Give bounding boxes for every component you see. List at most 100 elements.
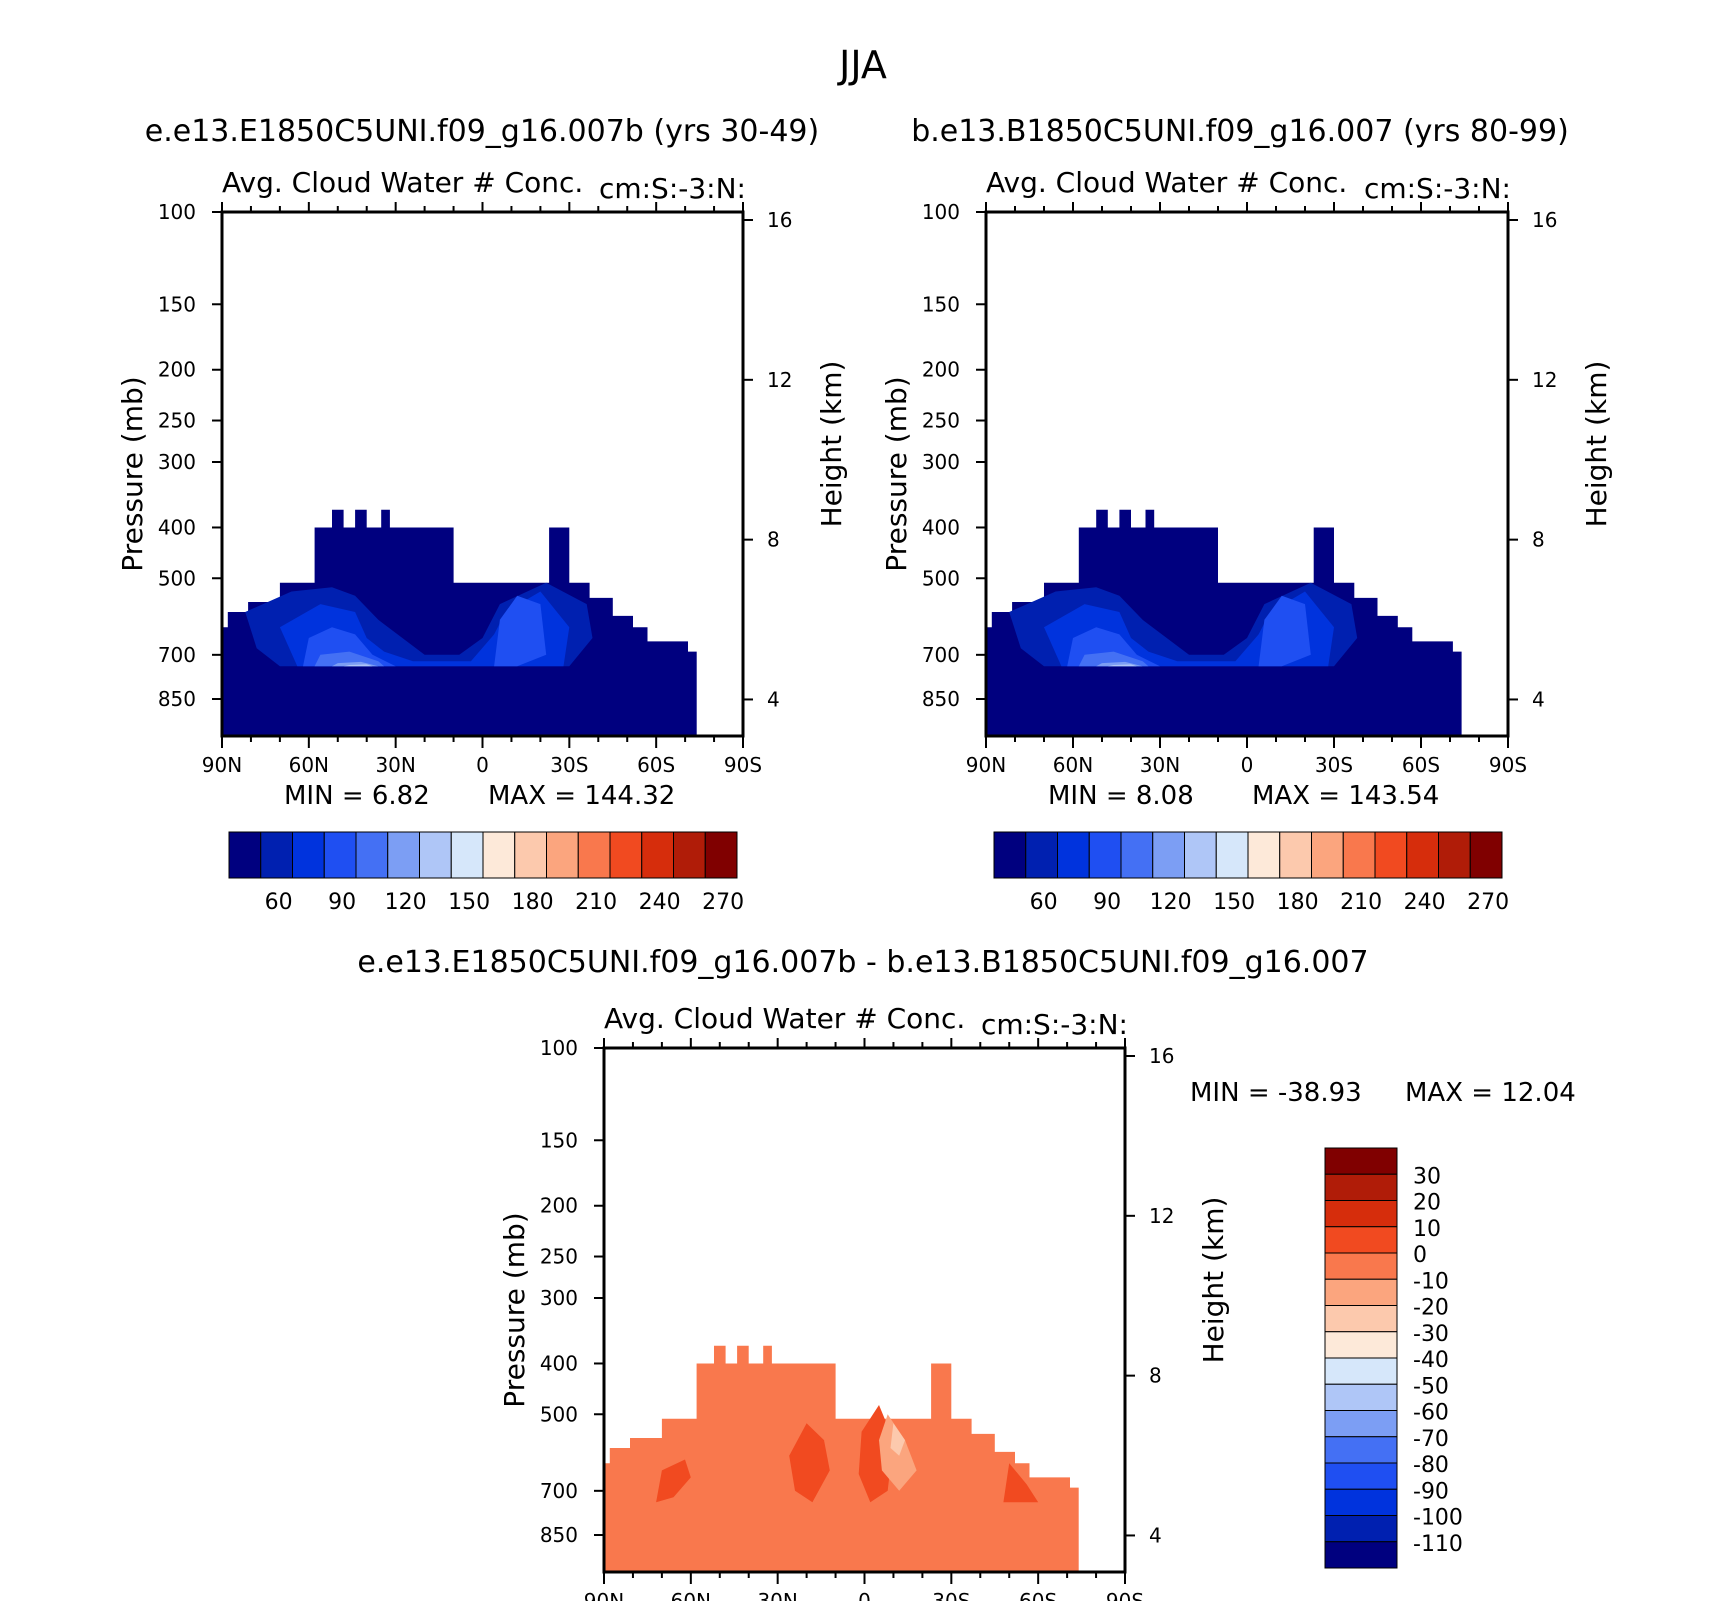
right-colorbar-box bbox=[1438, 831, 1471, 879]
left-field-region bbox=[343, 664, 373, 667]
left-colorbar-box bbox=[450, 831, 484, 879]
diff-units: cm:S:-3:N: bbox=[981, 1008, 1128, 1041]
right-colorbar-label: 270 bbox=[1467, 890, 1509, 915]
right-y2tick-label: 12 bbox=[1532, 368, 1557, 392]
left-colorbar-label: 90 bbox=[328, 890, 356, 915]
diff-ytick-label: 150 bbox=[540, 1128, 578, 1152]
diff-ylabel: Pressure (mb) bbox=[498, 1212, 531, 1407]
left-ytick-label: 100 bbox=[158, 200, 196, 224]
left-colorbar-box bbox=[355, 831, 389, 879]
left-ytick-label: 200 bbox=[158, 358, 196, 382]
left-y2tick-label: 4 bbox=[767, 687, 780, 711]
diff-colorbar-box bbox=[1324, 1383, 1398, 1411]
diff-ytick-label: 300 bbox=[540, 1286, 578, 1310]
right-colorbar-box bbox=[1469, 831, 1503, 879]
right-y2tick-label: 16 bbox=[1532, 208, 1557, 232]
diff-title: Avg. Cloud Water # Conc. bbox=[604, 1002, 965, 1035]
right-colorbar-label: 150 bbox=[1213, 890, 1255, 915]
left-colorbar-label: 60 bbox=[265, 890, 293, 915]
left-ytick-label: 300 bbox=[158, 450, 196, 474]
diff-colorbar-box bbox=[1324, 1331, 1398, 1359]
right-colorbar-box bbox=[1088, 831, 1122, 879]
left-y2tick-label: 16 bbox=[767, 208, 792, 232]
right-field-base bbox=[986, 509, 1462, 736]
diff-colorbar-label: -50 bbox=[1413, 1374, 1449, 1399]
diff-ytick-label: 500 bbox=[540, 1402, 578, 1426]
right-colorbar-label: 90 bbox=[1093, 890, 1121, 915]
right-colorbar-label: 240 bbox=[1404, 890, 1446, 915]
right-colorbar-box bbox=[1406, 831, 1439, 879]
diff-colorbar-box bbox=[1324, 1488, 1398, 1516]
diff-xtick-label: 60N bbox=[671, 1589, 711, 1601]
diff-xtick-label: 30N bbox=[757, 1589, 797, 1601]
diff-colorbar-box bbox=[1324, 1541, 1398, 1569]
left-colorbar-box bbox=[387, 831, 420, 879]
left-colorbar-box bbox=[482, 831, 516, 879]
diff-colorbar-box bbox=[1324, 1147, 1398, 1175]
diff-field-region bbox=[656, 1459, 691, 1503]
diff-xtick-label: 90N bbox=[584, 1589, 624, 1601]
diff-y2tick-label: 12 bbox=[1149, 1204, 1174, 1228]
diff-colorbar-label: -30 bbox=[1413, 1322, 1449, 1347]
left-colorbar-box bbox=[673, 831, 706, 879]
left-ytick-label: 250 bbox=[158, 409, 196, 433]
right-field-region bbox=[1258, 595, 1311, 667]
diff-colorbar-box bbox=[1324, 1200, 1398, 1228]
diff-colorbar-label: 30 bbox=[1413, 1164, 1441, 1189]
left-colorbar-box bbox=[419, 831, 452, 879]
diff-colorbar-label: -40 bbox=[1413, 1348, 1449, 1373]
left-xtick-label: 60N bbox=[289, 753, 329, 777]
diff-colorbar-label: -90 bbox=[1413, 1479, 1449, 1504]
left-ytick-label: 850 bbox=[158, 687, 196, 711]
left-colorbar-box bbox=[704, 831, 738, 879]
left-colorbar-label: 240 bbox=[639, 890, 681, 915]
diff-y2tick-label: 4 bbox=[1149, 1523, 1162, 1547]
left-colorbar-label: 180 bbox=[512, 890, 554, 915]
left-colorbar-label: 150 bbox=[448, 890, 490, 915]
left-units: cm:S:-3:N: bbox=[599, 172, 746, 205]
right-y2label: Height (km) bbox=[1580, 361, 1613, 528]
right-xtick-label: 30N bbox=[1140, 753, 1180, 777]
left-colorbar-box bbox=[260, 831, 293, 879]
left-y2label: Height (km) bbox=[815, 361, 848, 528]
diff-colorbar-label: -100 bbox=[1413, 1506, 1463, 1531]
right-xtick-label: 30S bbox=[1315, 753, 1353, 777]
diff-xtick-label: 60S bbox=[1019, 1589, 1057, 1601]
right-colorbar-label: 60 bbox=[1030, 890, 1058, 915]
right-xtick-label: 90S bbox=[1489, 753, 1527, 777]
diff-colorbar-box bbox=[1324, 1278, 1398, 1306]
diff-colorbar-box bbox=[1324, 1436, 1398, 1464]
right-colorbar-box bbox=[1184, 831, 1217, 879]
diff-colorbar-box bbox=[1324, 1410, 1398, 1438]
diff-y2tick-label: 16 bbox=[1149, 1044, 1174, 1068]
right-colorbar-box bbox=[1279, 831, 1312, 879]
right-xtick-label: 90N bbox=[966, 753, 1006, 777]
diff-field-region bbox=[1003, 1463, 1039, 1503]
left-xtick-label: 60S bbox=[637, 753, 675, 777]
right-ytick-label: 150 bbox=[922, 292, 960, 316]
left-xtick-label: 0 bbox=[476, 753, 489, 777]
right-xtick-label: 0 bbox=[1241, 753, 1254, 777]
left-max-label: MAX = 144.32 bbox=[488, 781, 675, 811]
left-xtick-label: 30S bbox=[550, 753, 588, 777]
right-colorbar-box bbox=[1152, 831, 1185, 879]
left-field-base bbox=[222, 509, 697, 736]
diff-y2label: Height (km) bbox=[1197, 1197, 1230, 1364]
diff-field-region bbox=[789, 1423, 830, 1503]
right-colorbar-label: 210 bbox=[1340, 890, 1382, 915]
right-ytick-label: 300 bbox=[922, 450, 960, 474]
left-ytick-label: 150 bbox=[158, 292, 196, 316]
right-colorbar-label: 180 bbox=[1277, 890, 1319, 915]
diff-colorbar-label: 10 bbox=[1413, 1217, 1441, 1242]
diff-xtick-label: 30S bbox=[932, 1589, 970, 1601]
diff-colorbar-box bbox=[1324, 1252, 1398, 1280]
diff-ytick-label: 850 bbox=[540, 1523, 578, 1547]
diff-y2tick-label: 8 bbox=[1149, 1364, 1162, 1388]
left-xtick-label: 30N bbox=[375, 753, 415, 777]
right-y2tick-label: 4 bbox=[1532, 687, 1545, 711]
right-ylabel: Pressure (mb) bbox=[880, 376, 913, 571]
right-ytick-label: 850 bbox=[922, 687, 960, 711]
left-colorbar-box bbox=[546, 831, 579, 879]
right-colorbar-box bbox=[993, 831, 1027, 879]
left-xtick-label: 90N bbox=[202, 753, 242, 777]
